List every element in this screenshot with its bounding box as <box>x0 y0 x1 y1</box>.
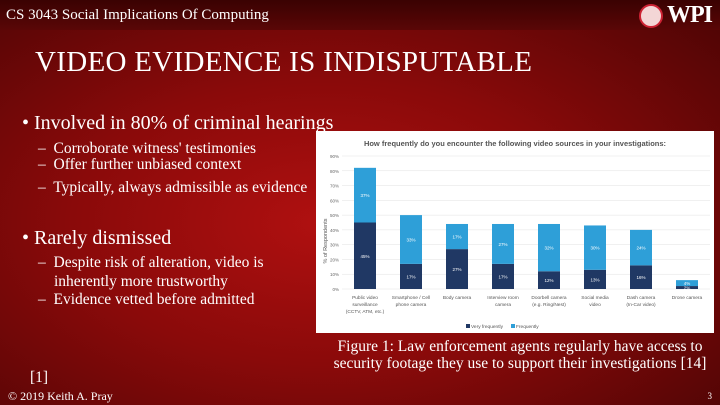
legend-label: Frequently <box>516 324 539 330</box>
data-label: 30% <box>590 246 599 251</box>
data-label: 27% <box>452 267 461 272</box>
x-tick-label: Doorbell camera <box>531 295 567 301</box>
legend-swatch <box>466 324 470 328</box>
data-label: 45% <box>360 254 369 259</box>
logo-text: WPI <box>667 2 713 28</box>
data-label: 37% <box>360 193 369 198</box>
x-tick-label: (e.g. Ring/Nest) <box>532 302 566 308</box>
y-tick-label: 40% <box>330 228 339 233</box>
data-label: 4% <box>684 281 691 286</box>
y-tick-label: 80% <box>330 169 339 174</box>
sub-bullet: – Despite risk of alteration, video is i… <box>38 254 264 290</box>
sub-bullet: – Offer further unbiased context <box>38 156 242 173</box>
y-tick-label: 90% <box>330 154 339 159</box>
bar-very-frequently <box>446 249 468 289</box>
y-axis-label: % of Respondents <box>323 218 329 263</box>
bar-frequently <box>354 167 376 223</box>
data-label: 32% <box>544 246 553 251</box>
x-tick-label: video <box>589 302 601 308</box>
bar-frequently <box>492 223 514 264</box>
chart-svg: How frequently do you encounter the foll… <box>323 139 710 330</box>
data-label: 24% <box>636 246 645 251</box>
x-tick-label: surveillance <box>352 302 378 308</box>
data-label: 16% <box>636 275 645 280</box>
sub-bullet: – Corroborate witness' testimonies <box>38 140 257 157</box>
y-tick-label: 10% <box>330 272 339 277</box>
data-label: 17% <box>452 235 461 240</box>
data-label: 33% <box>406 237 415 242</box>
bar-very-frequently <box>676 286 698 289</box>
bar-very-frequently <box>630 265 652 289</box>
bar-very-frequently <box>538 271 560 289</box>
x-tick-label: (In-Car video) <box>626 302 656 308</box>
x-tick-label: Social media <box>581 295 609 301</box>
bullet-1: • Involved in 80% of criminal hearings <box>22 112 334 134</box>
y-tick-label: 0% <box>332 287 339 292</box>
x-tick-label: Drone camera <box>672 295 703 301</box>
legend-label: Very frequently <box>471 324 504 330</box>
data-label: 2% <box>684 286 691 291</box>
course-title: CS 3043 Social Implications Of Computing <box>6 7 269 23</box>
figure-caption: Figure 1: Law enforcement agents regular… <box>333 338 707 372</box>
bar-frequently <box>538 223 560 272</box>
bar-frequently <box>630 229 652 266</box>
data-label: 17% <box>406 274 415 279</box>
x-tick-label: Public video <box>352 295 378 301</box>
bar-very-frequently <box>584 269 606 289</box>
bar-very-frequently <box>354 222 376 289</box>
bar-frequently <box>676 280 698 287</box>
x-tick-label: Smartphone / Cell <box>392 295 430 301</box>
data-label: 13% <box>590 277 599 282</box>
page-number: 3 <box>707 391 713 401</box>
x-tick-label: Interview room <box>487 295 518 301</box>
x-tick-label: Dash camera <box>627 295 656 301</box>
header-bar: CS 3043 Social Implications Of Computing… <box>0 0 720 30</box>
data-label: 12% <box>544 278 553 283</box>
seal-icon <box>639 3 663 28</box>
x-tick-label: Body camera <box>443 295 472 301</box>
bar-frequently <box>446 223 468 250</box>
wpi-logo: WPI <box>639 2 713 29</box>
bar-very-frequently <box>400 263 422 289</box>
x-tick-label: (CCTV, ATM, etc.) <box>346 309 385 315</box>
sub-bullet: – Evidence vetted before admitted <box>38 291 255 308</box>
y-tick-label: 30% <box>330 243 339 248</box>
chart-title: How frequently do you encounter the foll… <box>364 139 666 148</box>
bar-frequently <box>400 215 422 264</box>
y-tick-label: 50% <box>330 213 339 218</box>
slide-title: VIDEO EVIDENCE IS INDISPUTABLE <box>35 46 533 78</box>
reference: [1] <box>30 369 49 386</box>
bar-very-frequently <box>492 263 514 289</box>
data-label: 17% <box>498 274 507 279</box>
chart: How frequently do you encounter the foll… <box>316 131 714 333</box>
y-tick-label: 20% <box>330 257 339 262</box>
x-tick-label: camera <box>495 302 511 308</box>
y-tick-label: 60% <box>330 198 339 203</box>
x-tick-label: phone camera <box>396 302 427 308</box>
y-tick-label: 70% <box>330 184 339 189</box>
bar-frequently <box>584 225 606 270</box>
bullet-2: • Rarely dismissed <box>22 227 172 249</box>
legend-swatch <box>511 324 515 328</box>
copyright: © 2019 Keith A. Pray <box>8 389 113 403</box>
sub-bullet: – Typically, always admissible as eviden… <box>38 179 308 196</box>
data-label: 27% <box>498 242 507 247</box>
